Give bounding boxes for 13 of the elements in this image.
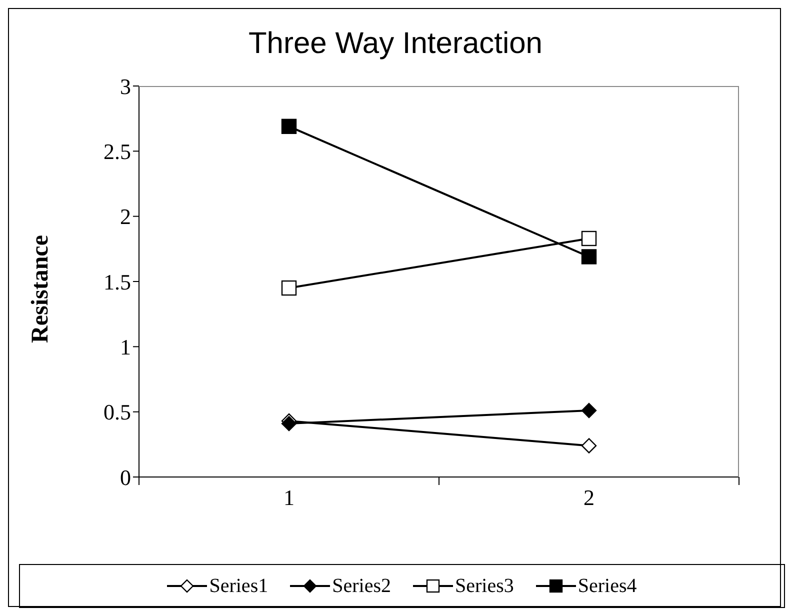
- legend-label: Series4: [578, 574, 637, 598]
- y-tick-label: 2.5: [104, 138, 131, 164]
- y-tick-label: 1: [120, 334, 131, 360]
- chart-title: Three Way Interaction: [247, 27, 544, 61]
- y-tick-label: 1.5: [104, 269, 131, 294]
- y-tick-label: 3: [120, 74, 131, 99]
- y-axis-title: Resistance: [28, 235, 54, 343]
- legend-label: Series1: [209, 574, 268, 598]
- y-tick-label: 2: [120, 204, 131, 230]
- legend-label: Series3: [455, 574, 514, 598]
- legend-label: Series2: [332, 574, 391, 598]
- y-tick-label: 0: [120, 464, 131, 490]
- y-tick-label: 0.5: [104, 400, 131, 425]
